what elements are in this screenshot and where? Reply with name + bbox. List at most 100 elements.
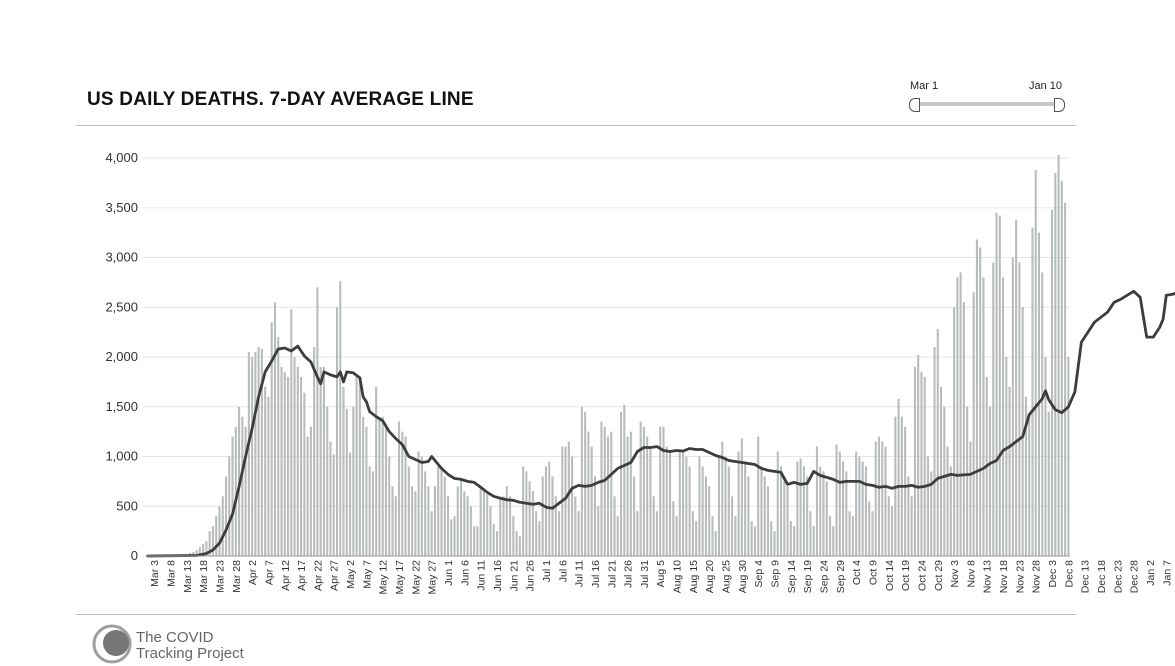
x-tick-label: Oct 29 bbox=[933, 560, 945, 591]
daily-deaths-bar bbox=[1018, 262, 1021, 556]
daily-deaths-bar bbox=[427, 486, 430, 556]
daily-deaths-bar bbox=[355, 374, 358, 556]
daily-deaths-bar bbox=[871, 511, 874, 556]
daily-deaths-bar bbox=[319, 366, 322, 556]
daily-deaths-bar bbox=[701, 466, 704, 556]
daily-deaths-bar bbox=[926, 456, 930, 556]
daily-deaths-bar bbox=[721, 441, 724, 556]
daily-deaths-bar bbox=[828, 516, 832, 556]
daily-deaths-bar bbox=[1034, 169, 1037, 556]
daily-deaths-bar bbox=[1015, 219, 1018, 556]
daily-deaths-bar bbox=[874, 441, 877, 556]
x-tick-label: Aug 25 bbox=[721, 560, 733, 593]
daily-deaths-bar bbox=[384, 426, 388, 556]
daily-deaths-bar bbox=[342, 386, 345, 556]
y-tick-label: 500 bbox=[116, 498, 138, 513]
daily-deaths-bar bbox=[1050, 209, 1054, 557]
daily-deaths-bar bbox=[946, 446, 949, 556]
date-range-slider[interactable]: Mar 1 Jan 10 bbox=[908, 80, 1068, 120]
daily-deaths-bar bbox=[708, 486, 711, 556]
x-tick-label: Jul 21 bbox=[606, 560, 618, 588]
daily-deaths-bar bbox=[904, 426, 907, 556]
x-tick-label: Sep 14 bbox=[786, 560, 798, 593]
x-tick-label: Apr 12 bbox=[280, 560, 292, 591]
daily-deaths-bar bbox=[851, 516, 854, 556]
daily-deaths-bar bbox=[251, 357, 254, 556]
header-divider bbox=[76, 125, 1076, 126]
daily-deaths-bar bbox=[495, 531, 499, 556]
daily-deaths-bar bbox=[352, 406, 355, 556]
daily-deaths-bar bbox=[544, 466, 548, 556]
daily-deaths-bar bbox=[397, 421, 401, 556]
daily-deaths-bar bbox=[1011, 257, 1014, 556]
x-tick-label: Jun 26 bbox=[525, 560, 537, 592]
daily-deaths-bar bbox=[1047, 411, 1050, 556]
y-tick-label: 1,500 bbox=[105, 399, 138, 414]
range-start-handle[interactable] bbox=[909, 98, 920, 112]
daily-deaths-bar bbox=[381, 416, 384, 556]
daily-deaths-bar bbox=[747, 476, 750, 556]
daily-deaths-bar bbox=[662, 426, 665, 556]
daily-deaths-bar bbox=[1024, 396, 1027, 556]
x-tick-label: Jun 21 bbox=[508, 560, 520, 592]
daily-deaths-bar bbox=[522, 466, 525, 556]
daily-deaths-bar bbox=[446, 496, 450, 556]
daily-deaths-bar bbox=[208, 531, 211, 556]
daily-deaths-bar bbox=[205, 541, 208, 556]
daily-deaths-bar bbox=[518, 536, 521, 556]
daily-deaths-bar bbox=[489, 506, 492, 556]
daily-deaths-bar bbox=[858, 456, 861, 556]
daily-deaths-bar bbox=[953, 307, 956, 556]
daily-deaths-bar bbox=[897, 398, 900, 556]
daily-deaths-bar bbox=[502, 496, 505, 556]
daily-deaths-bar bbox=[473, 526, 476, 556]
daily-deaths-bar bbox=[557, 511, 561, 556]
daily-deaths-bar bbox=[642, 426, 645, 556]
daily-deaths-bar bbox=[414, 491, 417, 556]
daily-deaths-bar bbox=[740, 438, 743, 556]
daily-deaths-bar bbox=[757, 436, 760, 556]
daily-deaths-bar bbox=[407, 466, 410, 556]
daily-deaths-bar bbox=[322, 366, 325, 556]
daily-deaths-bar bbox=[678, 451, 681, 556]
daily-deaths-bar bbox=[241, 416, 244, 556]
daily-deaths-bar bbox=[959, 272, 962, 556]
daily-deaths-bar bbox=[277, 337, 280, 556]
daily-deaths-bar bbox=[992, 262, 995, 556]
daily-deaths-bar bbox=[695, 521, 698, 556]
daily-deaths-bar bbox=[388, 456, 391, 556]
daily-deaths-bar bbox=[270, 322, 273, 556]
x-tick-label: Sep 19 bbox=[802, 560, 814, 593]
x-tick-label: Jun 11 bbox=[476, 560, 488, 591]
daily-deaths-bar bbox=[923, 376, 926, 556]
x-tick-label: Nov 23 bbox=[1014, 560, 1026, 593]
daily-deaths-bar bbox=[943, 406, 946, 556]
daily-deaths-bar bbox=[936, 329, 939, 556]
range-track[interactable] bbox=[914, 102, 1060, 106]
daily-deaths-bar bbox=[891, 506, 894, 556]
daily-deaths-bar bbox=[339, 281, 342, 556]
daily-deaths-bar bbox=[623, 404, 626, 556]
daily-deaths-bar bbox=[411, 486, 414, 556]
daily-deaths-bar bbox=[1067, 357, 1070, 556]
daily-deaths-bar bbox=[939, 386, 943, 556]
daily-deaths-bar bbox=[868, 501, 871, 556]
daily-deaths-bar bbox=[998, 215, 1001, 556]
daily-deaths-bar bbox=[682, 451, 685, 556]
daily-deaths-bar bbox=[296, 366, 299, 556]
daily-deaths-bar bbox=[492, 524, 495, 556]
x-tick-label: Jun 6 bbox=[459, 560, 471, 586]
daily-deaths-bar bbox=[616, 516, 619, 556]
daily-deaths-bar bbox=[835, 444, 838, 556]
range-end-handle[interactable] bbox=[1054, 98, 1065, 112]
daily-deaths-bar bbox=[273, 302, 277, 556]
daily-deaths-bar bbox=[309, 426, 312, 556]
logo-icon bbox=[92, 624, 132, 664]
x-tick-label: Dec 18 bbox=[1096, 560, 1108, 593]
covid-tracking-logo[interactable]: The COVID Tracking Project bbox=[90, 624, 260, 666]
daily-deaths-bar bbox=[456, 486, 459, 556]
x-tick-label: Jan 2 bbox=[1145, 560, 1157, 586]
daily-deaths-bar bbox=[453, 516, 456, 556]
x-tick-label: Aug 20 bbox=[704, 560, 716, 593]
